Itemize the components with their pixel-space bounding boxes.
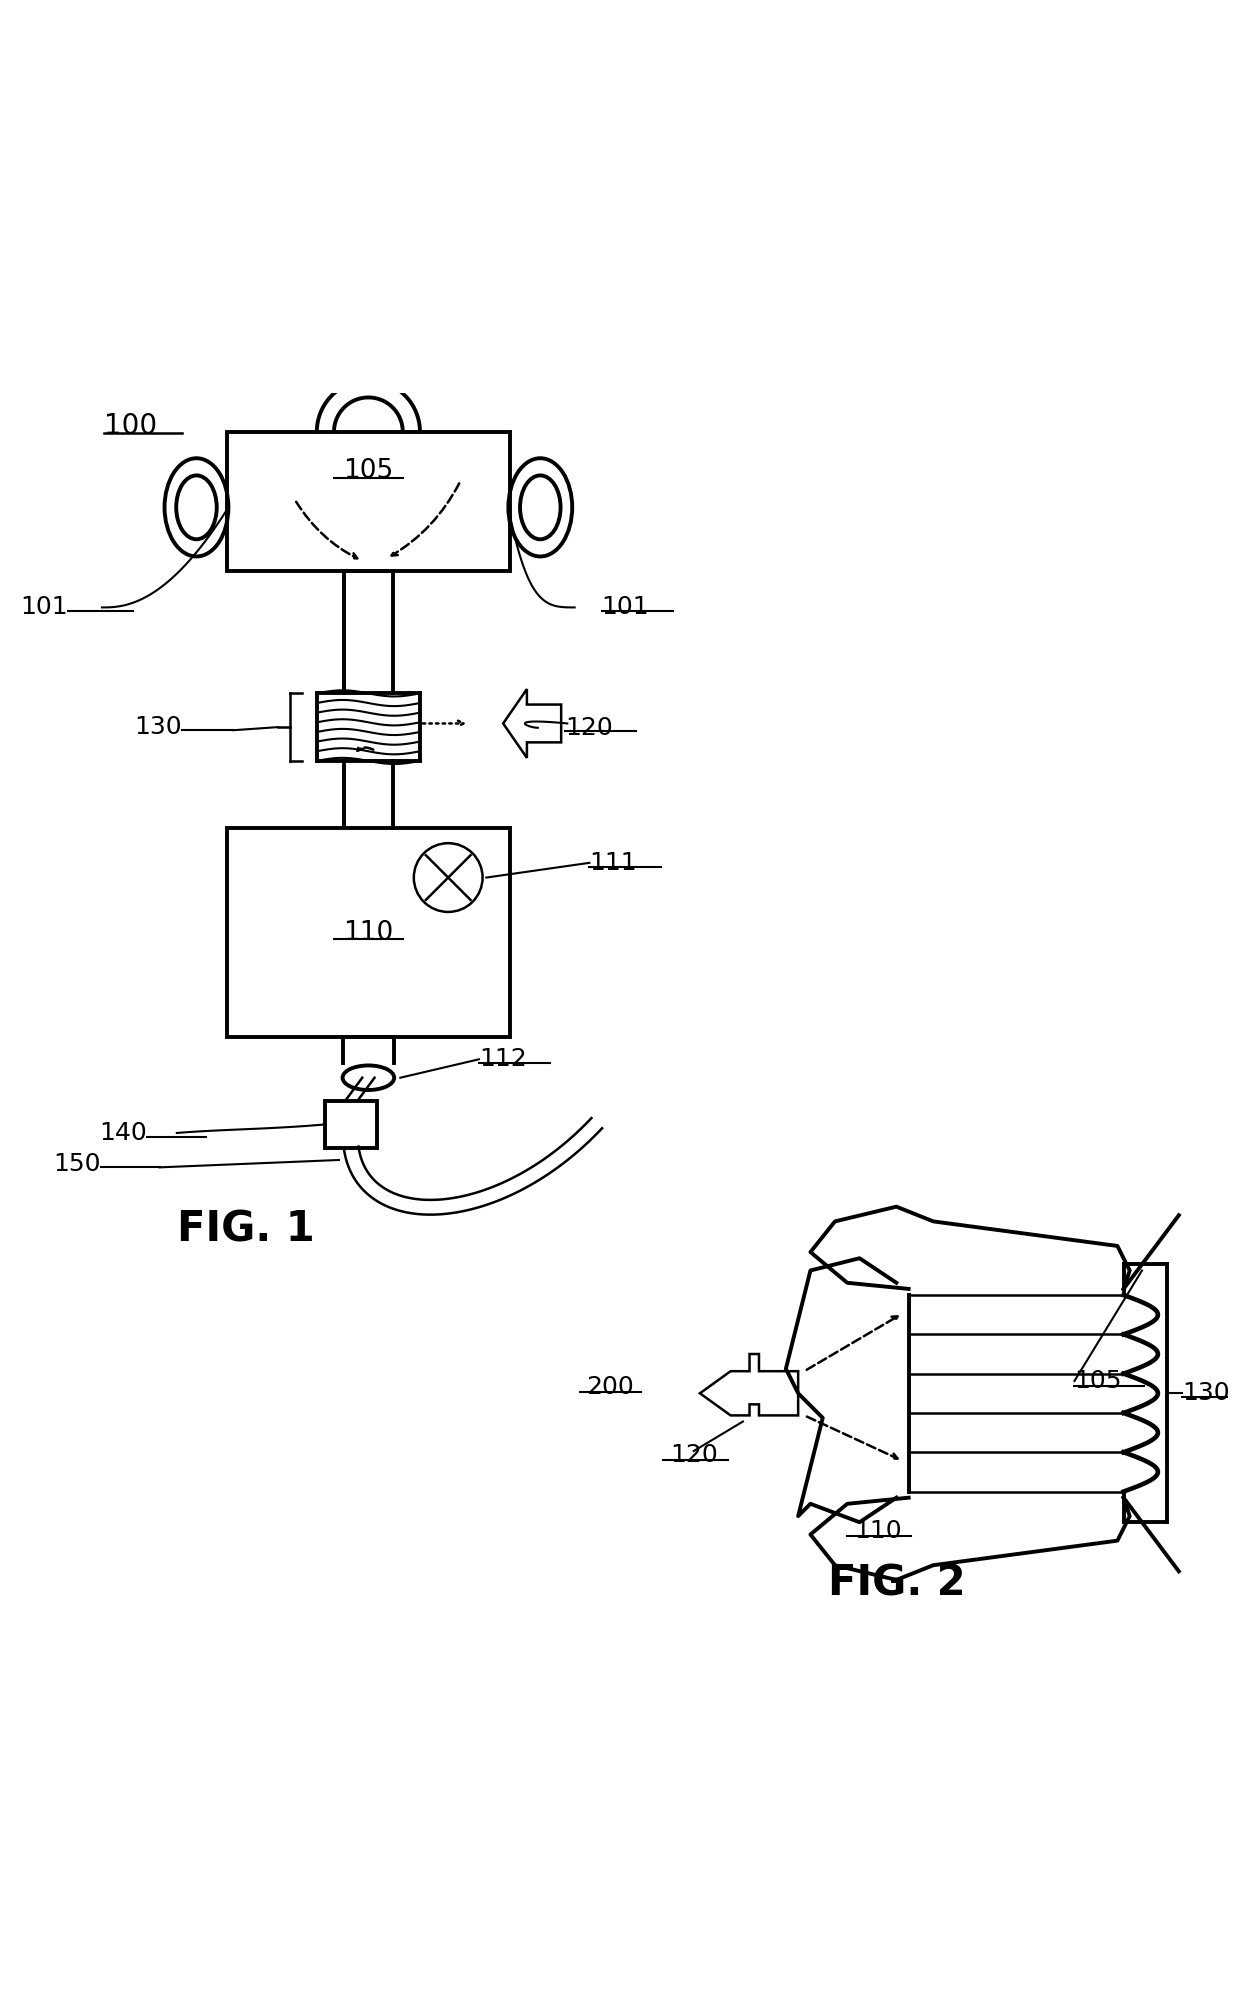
Text: 140: 140 — [99, 1121, 148, 1145]
Text: 105: 105 — [1074, 1369, 1122, 1393]
Text: 110: 110 — [854, 1520, 901, 1542]
Text: 101: 101 — [601, 596, 650, 620]
Text: 120: 120 — [565, 717, 613, 739]
Text: 105: 105 — [343, 457, 393, 483]
Text: 100: 100 — [104, 413, 157, 439]
Text: FIG. 1: FIG. 1 — [177, 1210, 315, 1250]
Polygon shape — [503, 688, 562, 757]
Text: 130: 130 — [134, 715, 182, 739]
Text: 120: 120 — [670, 1443, 718, 1467]
Text: 101: 101 — [20, 596, 67, 620]
Text: 111: 111 — [589, 851, 637, 876]
Polygon shape — [699, 1355, 799, 1415]
Text: 110: 110 — [343, 920, 393, 946]
Text: 130: 130 — [1183, 1381, 1230, 1405]
Text: 200: 200 — [587, 1375, 634, 1399]
Text: 150: 150 — [53, 1151, 100, 1176]
Text: FIG. 2: FIG. 2 — [827, 1562, 965, 1604]
Text: 112: 112 — [479, 1047, 527, 1071]
